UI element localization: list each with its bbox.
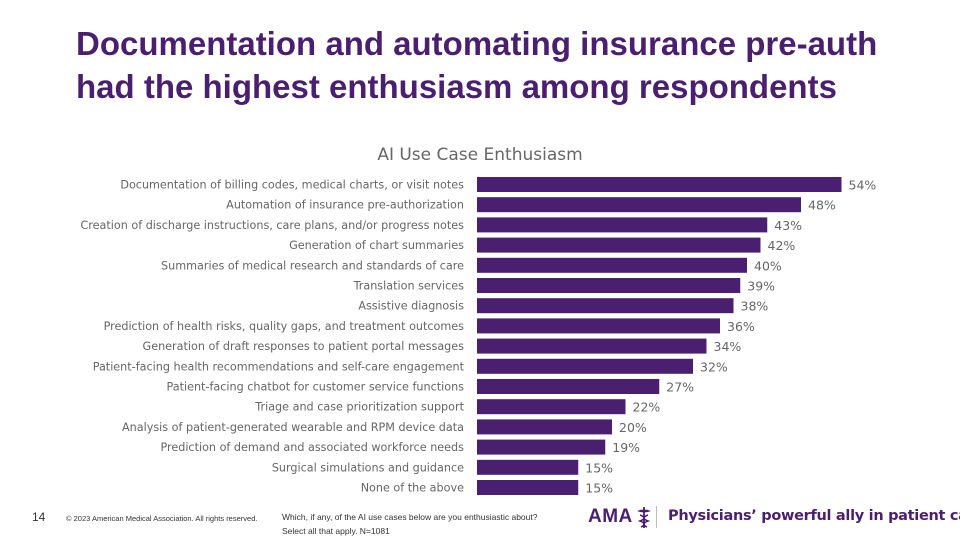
bar <box>477 358 693 374</box>
category-label: Assistive diagnosis <box>358 300 464 313</box>
category-label: Creation of discharge instructions, care… <box>80 219 464 232</box>
category-label: Prediction of health risks, quality gaps… <box>104 320 465 333</box>
ama-logo-text: AMA <box>588 506 633 527</box>
bar <box>477 338 707 354</box>
bar <box>477 298 734 314</box>
category-label: Patient-facing chatbot for customer serv… <box>166 381 464 394</box>
category-label: Prediction of demand and associated work… <box>160 441 464 454</box>
category-label: Surgical simulations and guidance <box>272 461 464 474</box>
value-label: 34% <box>714 339 742 354</box>
value-label: 19% <box>612 440 640 455</box>
value-label: 15% <box>585 460 613 475</box>
bar <box>477 257 747 273</box>
value-label: 32% <box>700 359 728 374</box>
value-label: 20% <box>619 420 647 435</box>
bar <box>477 379 660 394</box>
ama-logo: AMA <box>588 505 655 529</box>
slide-title: Documentation and automating insurance p… <box>76 25 878 105</box>
category-label: Translation services <box>353 280 465 293</box>
bar <box>477 459 579 475</box>
bar <box>477 399 626 415</box>
category-label: Analysis of patient-generated wearable a… <box>122 421 464 434</box>
bar <box>477 217 768 233</box>
bar-chart: Documentation of billing codes, medical … <box>80 177 877 496</box>
category-label: Generation of chart summaries <box>289 239 464 252</box>
bar <box>477 439 606 455</box>
ama-tagline: Physicians’ powerful ally in patient car… <box>668 508 960 524</box>
value-label: 15% <box>585 481 613 496</box>
copyright-notice: © 2023 American Medical Association. All… <box>66 514 258 523</box>
value-label: 43% <box>774 218 802 233</box>
category-label: None of the above <box>361 482 464 495</box>
value-label: 36% <box>727 319 755 334</box>
survey-question-line-1: Which, if any, of the AI use cases below… <box>282 512 538 522</box>
category-label: Patient-facing health recommendations an… <box>93 360 465 373</box>
category-label: Documentation of billing codes, medical … <box>120 179 464 192</box>
value-label: 42% <box>768 238 796 253</box>
chart-title: AI Use Case Enthusiasm <box>377 145 583 165</box>
category-label: Automation of insurance pre-authorizatio… <box>226 199 464 212</box>
bar <box>477 177 842 192</box>
value-label: 27% <box>666 380 694 395</box>
bar <box>477 419 612 435</box>
bar <box>477 318 720 334</box>
value-label: 38% <box>741 299 769 314</box>
value-label: 39% <box>747 279 775 294</box>
survey-question-line-2: Select all that apply. N=1081 <box>282 526 390 536</box>
bar <box>477 237 761 253</box>
value-label: 54% <box>849 178 877 193</box>
value-label: 48% <box>808 198 836 213</box>
category-label: Summaries of medical research and standa… <box>161 259 464 272</box>
category-label: Triage and case prioritization support <box>254 401 464 414</box>
bar <box>477 197 801 213</box>
survey-question-note: Which, if any, of the AI use cases below… <box>282 510 582 538</box>
caduceus-icon <box>636 507 651 528</box>
value-label: 22% <box>633 400 661 415</box>
page-number: 14 <box>32 510 46 524</box>
bar <box>477 480 579 495</box>
footer-divider <box>656 506 657 528</box>
value-label: 40% <box>754 258 782 273</box>
bar <box>477 278 741 293</box>
category-label: Generation of draft responses to patient… <box>143 340 465 353</box>
